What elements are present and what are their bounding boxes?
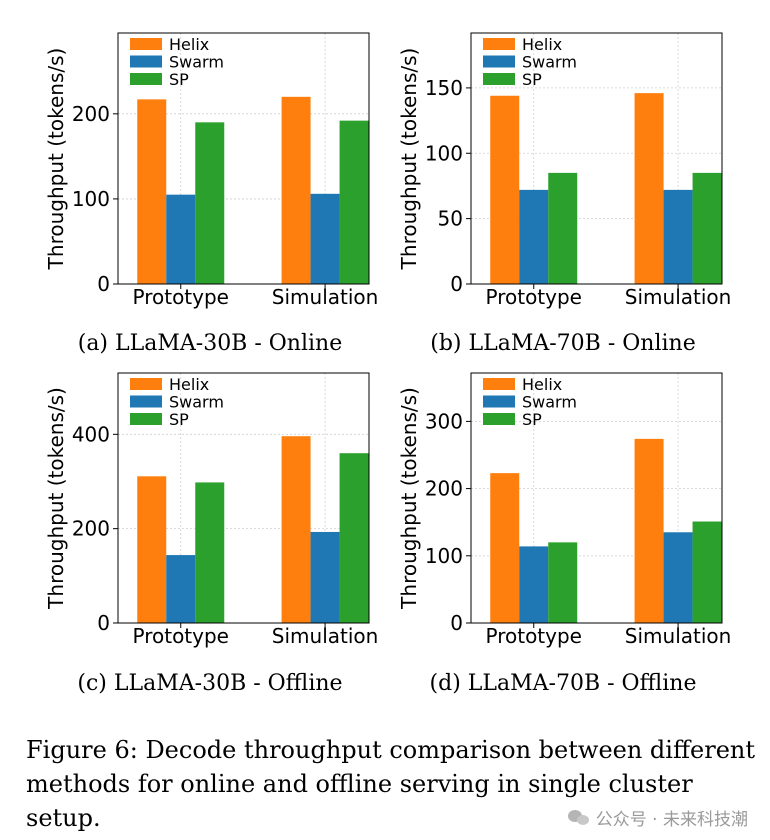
panel-d-ytick-label-3: 300 bbox=[425, 409, 463, 433]
subcaption-d: (d) LLaMA-70B - Offline bbox=[429, 671, 697, 696]
subcaption-b: (b) LLaMA-70B - Online bbox=[430, 331, 696, 356]
panel-d-xtick-label-1: Simulation bbox=[625, 624, 732, 648]
panel-d-legend-label-swarm: Swarm bbox=[522, 393, 577, 412]
panel-c-ytick-label-2: 400 bbox=[72, 422, 110, 446]
panel-a-frame bbox=[117, 32, 370, 285]
panel-a-ytick-label-0: 0 bbox=[97, 272, 110, 296]
panel-b-frame bbox=[470, 32, 723, 285]
panel-c-ytick-label-0: 0 bbox=[97, 611, 110, 635]
subcaption-a: (a) LLaMA-30B - Online bbox=[77, 331, 343, 356]
panel-d-bar-helix-simulation bbox=[634, 438, 664, 623]
panel-d-legend-swatch-sp bbox=[483, 413, 515, 425]
panel-b-legend-label-swarm: Swarm bbox=[522, 53, 577, 72]
panel-b-bar-helix-simulation bbox=[634, 93, 664, 285]
panel-a-bar-sp-prototype bbox=[195, 122, 225, 284]
panel-a-ytick-label-1: 100 bbox=[72, 187, 110, 211]
panel-d-bar-sp-simulation bbox=[692, 521, 722, 623]
panel-a-legend-label-sp: SP bbox=[169, 70, 189, 89]
panel-b-bar-helix-prototype bbox=[490, 95, 520, 284]
panel-b-legend-swatch-swarm bbox=[483, 55, 515, 68]
panel-c-bar-sp-simulation bbox=[339, 453, 369, 623]
panel-b-ytick-label-3: 150 bbox=[425, 76, 463, 100]
panel-c-xtick-label-1: Simulation bbox=[272, 624, 379, 648]
panel-d-ytick-label-1: 100 bbox=[425, 544, 463, 568]
panel-d-legend-label-helix: Helix bbox=[522, 375, 562, 394]
panel-c-ylabel: Throughput (tokens/s) bbox=[44, 387, 68, 610]
panel-b-ytick-label-0: 0 bbox=[450, 272, 463, 296]
panel-c-legend-label-sp: SP bbox=[169, 410, 189, 429]
panel-a-bar-sp-simulation bbox=[339, 120, 369, 284]
panel-d-legend-swatch-helix bbox=[483, 378, 515, 390]
panel-d-bar-swarm-simulation bbox=[663, 532, 693, 623]
panel-b-xtick-label-0: Prototype bbox=[486, 285, 582, 309]
panel-d-legend-swatch-swarm bbox=[483, 395, 515, 408]
panel-a-bar-helix-prototype bbox=[137, 99, 167, 284]
wechat-icon bbox=[567, 809, 590, 826]
panel-d-bar-helix-prototype bbox=[490, 473, 520, 623]
panel-c-legend-swatch-helix bbox=[130, 378, 162, 390]
panel-b-bar-sp-prototype bbox=[548, 172, 578, 284]
panel-b-ytick-label-2: 100 bbox=[425, 141, 463, 165]
panel-a-bar-swarm-simulation bbox=[310, 193, 340, 284]
figure-caption: Figure 6: Decode throughput comparison b… bbox=[26, 736, 755, 832]
panel-b-legend-label-helix: Helix bbox=[522, 35, 562, 54]
panel-a-ylabel: Throughput (tokens/s) bbox=[44, 48, 68, 271]
panel-a-legend-swatch-sp bbox=[130, 73, 162, 85]
panel-c-legend-swatch-sp bbox=[130, 413, 162, 425]
panel-d-frame bbox=[470, 372, 723, 624]
panel-b-bar-swarm-prototype bbox=[519, 189, 549, 284]
panel-c-bar-helix-simulation bbox=[281, 436, 311, 623]
panel-b-ytick-label-1: 50 bbox=[438, 207, 463, 231]
panel-c-legend-label-helix: Helix bbox=[169, 375, 209, 394]
panel-c-bar-helix-prototype bbox=[137, 476, 167, 623]
panel-b-bar-sp-simulation bbox=[692, 172, 722, 284]
panel-b-legend-swatch-sp bbox=[483, 73, 515, 85]
panel-c-xtick-label-0: Prototype bbox=[133, 624, 229, 648]
panel-b-legend-label-sp: SP bbox=[522, 70, 542, 89]
panel-b-xtick-label-1: Simulation bbox=[625, 285, 732, 309]
panel-a-ytick-label-2: 200 bbox=[72, 102, 110, 126]
panel-c-frame bbox=[117, 372, 370, 624]
panel-c-bar-swarm-simulation bbox=[310, 531, 340, 623]
panel-c-bar-sp-prototype bbox=[195, 482, 225, 623]
panel-b-ylabel: Throughput (tokens/s) bbox=[397, 48, 421, 271]
panel-c-legend-label-swarm: Swarm bbox=[169, 393, 224, 412]
panel-d-bar-swarm-prototype bbox=[519, 546, 549, 623]
subcaption-c: (c) LLaMA-30B - Offline bbox=[77, 671, 343, 696]
panel-d-xtick-label-0: Prototype bbox=[486, 624, 582, 648]
panel-a-legend-label-helix: Helix bbox=[169, 35, 209, 54]
panel-d-ylabel: Throughput (tokens/s) bbox=[397, 387, 421, 610]
panel-c-bar-swarm-prototype bbox=[166, 555, 196, 623]
panel-c-ytick-label-1: 200 bbox=[72, 517, 110, 541]
panel-d-bar-sp-prototype bbox=[548, 542, 578, 623]
panel-a-legend-label-swarm: Swarm bbox=[169, 53, 224, 72]
panel-a-bar-swarm-prototype bbox=[166, 194, 196, 284]
panel-d-ytick-label-2: 200 bbox=[425, 477, 463, 501]
watermark-text: 公众号 · 未来科技潮 bbox=[595, 810, 748, 830]
watermark: 公众号 · 未来科技潮 bbox=[567, 805, 748, 830]
panel-a-xtick-label-0: Prototype bbox=[133, 285, 229, 309]
panel-d-ytick-label-0: 0 bbox=[450, 611, 463, 635]
panel-a-legend-swatch-helix bbox=[130, 38, 162, 50]
panel-a-bar-helix-simulation bbox=[281, 96, 311, 284]
panel-b-bar-swarm-simulation bbox=[663, 189, 693, 284]
panel-a-legend-swatch-swarm bbox=[130, 55, 162, 68]
panel-d-legend-label-sp: SP bbox=[522, 410, 542, 429]
panel-c-legend-swatch-swarm bbox=[130, 395, 162, 408]
panel-a-xtick-label-1: Simulation bbox=[272, 285, 379, 309]
panel-b-legend-swatch-helix bbox=[483, 38, 515, 50]
